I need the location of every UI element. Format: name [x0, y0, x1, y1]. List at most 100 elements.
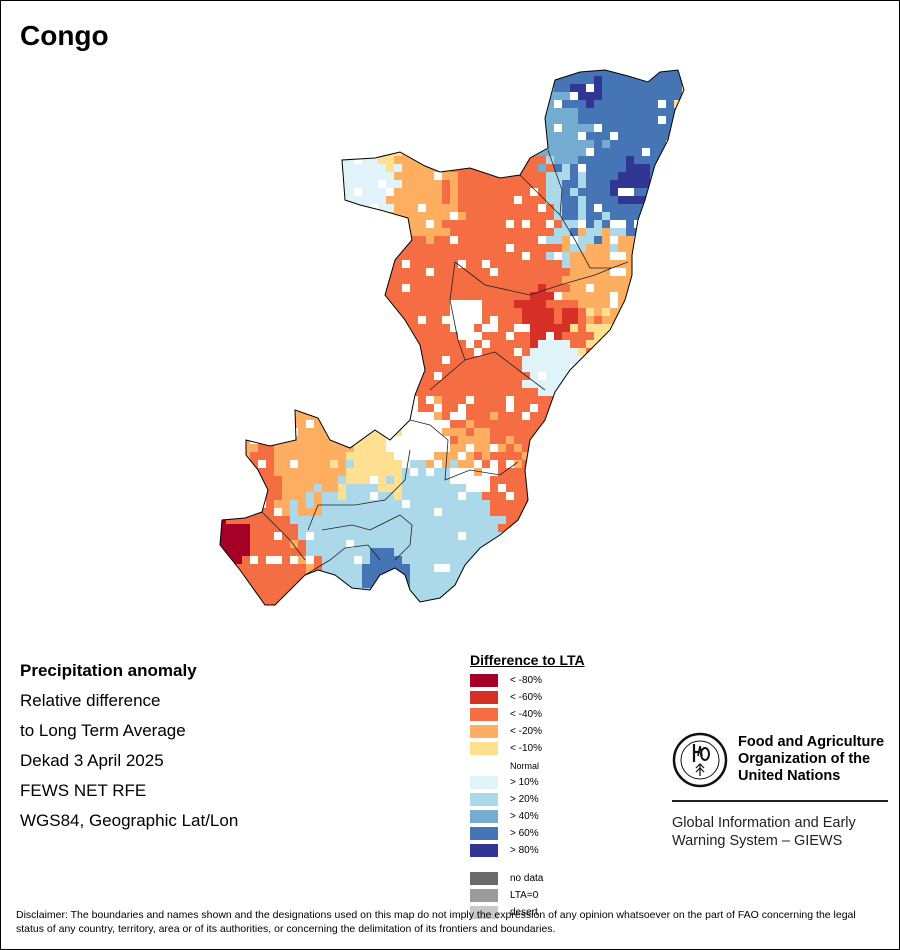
raster-cell [386, 404, 394, 412]
raster-cell [650, 508, 658, 516]
raster-cell [338, 596, 346, 604]
raster-cell [450, 124, 458, 132]
raster-cell [410, 252, 418, 260]
raster-cell [274, 204, 282, 212]
raster-cell [474, 492, 482, 500]
raster-cell [386, 572, 394, 580]
raster-cell [474, 540, 482, 548]
raster-cell [410, 228, 418, 236]
raster-cell [426, 228, 434, 236]
raster-cell [530, 532, 538, 540]
raster-cell [682, 460, 684, 468]
raster-cell [386, 92, 394, 100]
raster-cell [490, 148, 498, 156]
raster-cell [602, 404, 610, 412]
raster-cell [298, 204, 306, 212]
raster-cell [578, 444, 586, 452]
raster-cell [322, 228, 330, 236]
raster-cell [626, 556, 634, 564]
raster-cell [474, 308, 482, 316]
raster-cell [354, 372, 362, 380]
raster-cell [418, 164, 426, 172]
raster-cell [650, 364, 658, 372]
raster-cell [458, 236, 466, 244]
raster-cell [434, 420, 442, 428]
raster-cell [602, 604, 610, 605]
raster-cell [274, 564, 282, 572]
raster-cell [458, 500, 466, 508]
raster-cell [354, 468, 362, 476]
raster-cell [394, 76, 402, 84]
raster-cell [298, 252, 306, 260]
raster-cell [562, 556, 570, 564]
raster-cell [322, 116, 330, 124]
raster-cell [426, 70, 434, 76]
raster-cell [586, 324, 594, 332]
raster-cell [450, 108, 458, 116]
raster-cell [314, 388, 322, 396]
raster-cell [546, 148, 554, 156]
raster-cell [450, 276, 458, 284]
raster-cell [298, 212, 306, 220]
raster-cell [666, 252, 674, 260]
raster-cell [482, 212, 490, 220]
raster-cell [482, 356, 490, 364]
raster-cell [370, 500, 378, 508]
raster-cell [458, 324, 466, 332]
raster-cell [546, 380, 554, 388]
raster-cell [626, 364, 634, 372]
raster-cell [266, 316, 274, 324]
raster-cell [386, 388, 394, 396]
raster-cell [306, 156, 314, 164]
raster-cell [370, 428, 378, 436]
raster-cell [482, 300, 490, 308]
raster-cell [226, 148, 234, 156]
raster-cell [282, 308, 290, 316]
raster-cell [410, 188, 418, 196]
raster-cell [554, 372, 562, 380]
raster-cell [626, 268, 634, 276]
raster-cell [602, 148, 610, 156]
raster-cell [338, 508, 346, 516]
raster-cell [442, 324, 450, 332]
raster-cell [386, 580, 394, 588]
raster-cell [274, 372, 282, 380]
raster-cell [266, 70, 274, 76]
raster-cell [306, 420, 314, 428]
raster-cell [482, 276, 490, 284]
raster-cell [370, 244, 378, 252]
raster-cell [394, 84, 402, 92]
raster-cell [314, 188, 322, 196]
raster-cell [666, 156, 674, 164]
raster-cell [538, 108, 546, 116]
raster-cell [674, 468, 682, 476]
raster-cell [354, 324, 362, 332]
raster-cell [562, 164, 570, 172]
raster-cell [314, 70, 322, 76]
raster-cell [522, 596, 530, 604]
legend-swatch [470, 776, 498, 789]
raster-cell [562, 124, 570, 132]
raster-cell [210, 188, 218, 196]
raster-cell [586, 252, 594, 260]
raster-cell [546, 476, 554, 484]
raster-cell [426, 444, 434, 452]
raster-cell [306, 260, 314, 268]
raster-cell [314, 508, 322, 516]
info-line: Relative difference [20, 691, 161, 710]
raster-cell [258, 268, 266, 276]
raster-cell [490, 596, 498, 604]
raster-cell [474, 220, 482, 228]
raster-cell [522, 468, 530, 476]
raster-cell [570, 108, 578, 116]
raster-cell [618, 484, 626, 492]
raster-cell [562, 516, 570, 524]
raster-cell [618, 100, 626, 108]
raster-cell [378, 396, 386, 404]
raster-cell [466, 100, 474, 108]
raster-cell [402, 604, 410, 605]
raster-cell [418, 380, 426, 388]
raster-cell [290, 260, 298, 268]
raster-cell [594, 244, 602, 252]
raster-cell [530, 76, 538, 84]
